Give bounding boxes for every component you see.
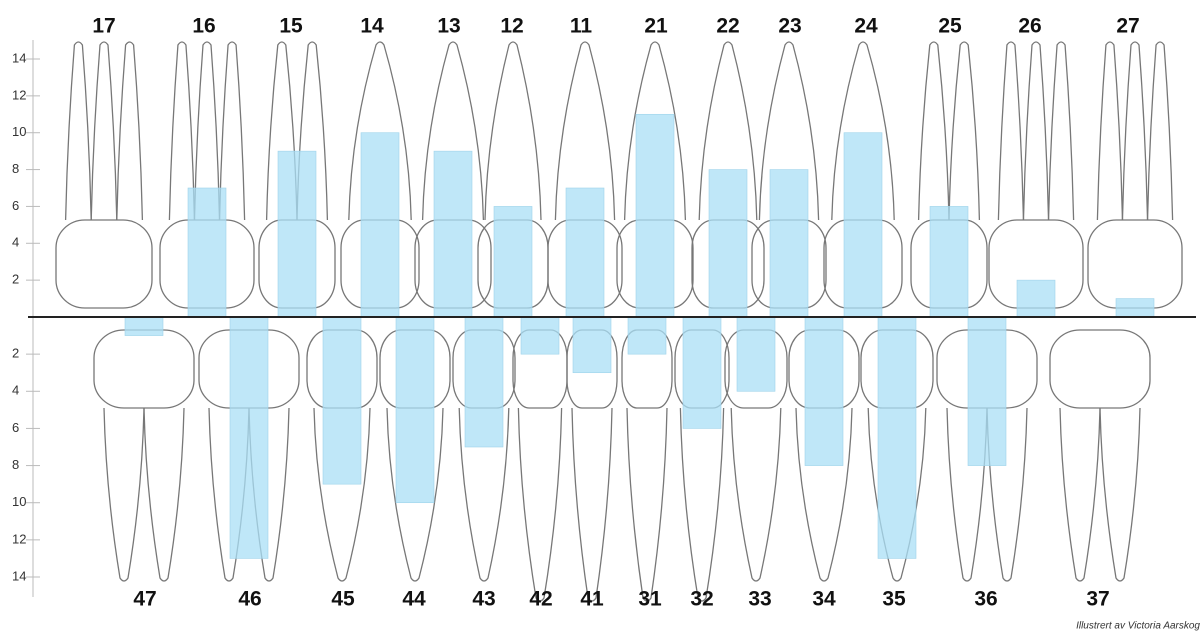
tooth-number: 16	[192, 15, 215, 38]
credit: Illustrert av Victoria Aarskog	[1076, 621, 1200, 632]
tooth-number: 25	[938, 15, 962, 38]
bar	[930, 206, 968, 317]
bar	[125, 317, 163, 336]
tooth-root	[104, 408, 144, 581]
tooth-root	[1097, 42, 1122, 220]
dental-chart: Illustrert av Victoria Aarskog 246810121…	[0, 0, 1204, 635]
tooth-number: 23	[778, 15, 801, 38]
y-tick-label: 6	[12, 420, 19, 435]
tooth-root	[731, 408, 781, 581]
tooth-root	[117, 42, 143, 220]
tooth-number: 22	[716, 15, 739, 38]
bar	[844, 133, 882, 317]
tooth-root	[949, 42, 979, 220]
tooth-root	[572, 408, 612, 601]
bar	[566, 188, 604, 317]
y-tick-label: 12	[12, 531, 26, 546]
tooth-number: 31	[638, 588, 662, 611]
bar	[278, 151, 316, 317]
bar	[188, 188, 226, 317]
y-tick-label: 10	[12, 494, 26, 509]
y-tick-label: 6	[12, 198, 19, 213]
y-tick-label: 2	[12, 272, 19, 287]
y-tick-label: 14	[12, 50, 26, 65]
tooth-number: 35	[882, 588, 906, 611]
y-tick-label: 4	[12, 235, 19, 250]
tooth-number: 32	[690, 588, 713, 611]
tooth-number: 24	[854, 15, 878, 38]
tooth-number: 11	[570, 15, 593, 38]
tooth-number: 42	[529, 588, 552, 611]
y-tick-label: 10	[12, 124, 26, 139]
tooth-crown	[94, 330, 194, 408]
tooth-number: 26	[1018, 15, 1041, 38]
tooth-root	[1100, 408, 1140, 581]
bar	[361, 133, 399, 317]
tooth-number: 46	[238, 588, 261, 611]
tooth-root	[1122, 42, 1147, 220]
y-tick-label: 14	[12, 568, 26, 583]
bar	[770, 170, 808, 317]
tooth-number: 12	[500, 15, 523, 38]
tooth-root	[518, 408, 561, 601]
tooth-number: 21	[644, 15, 668, 38]
tooth-root	[66, 42, 92, 220]
bar	[1017, 280, 1055, 317]
bar	[683, 317, 721, 428]
y-tick-label: 12	[12, 87, 26, 102]
tooth-number: 37	[1086, 588, 1109, 611]
tooth-number: 47	[133, 588, 156, 611]
tooth-crown	[1050, 330, 1150, 408]
tooth-outlines	[56, 42, 1182, 601]
tooth-number: 43	[472, 588, 495, 611]
y-tick-label: 8	[12, 161, 19, 176]
tooth-root	[144, 408, 184, 581]
tooth-number: 44	[402, 588, 426, 611]
tooth-number: 45	[331, 588, 355, 611]
bar	[434, 151, 472, 317]
bar	[968, 317, 1006, 466]
tooth-root	[91, 42, 117, 220]
bar	[628, 317, 666, 354]
tooth-root	[627, 408, 667, 601]
tooth-number: 17	[92, 15, 115, 38]
tooth-number: 27	[1116, 15, 1139, 38]
tooth-number: 15	[279, 15, 303, 38]
bar	[709, 170, 747, 317]
tooth-root	[680, 408, 723, 601]
tooth-root	[998, 42, 1023, 220]
bar	[465, 317, 503, 447]
bar	[737, 317, 775, 391]
bar	[805, 317, 843, 466]
tooth-crown	[56, 220, 152, 308]
bar	[396, 317, 434, 503]
tooth-root	[1049, 42, 1074, 220]
tooth-number: 13	[437, 15, 460, 38]
tooth-root	[1148, 42, 1173, 220]
tooth-number: 36	[974, 588, 997, 611]
bar	[323, 317, 361, 484]
tooth-number: 34	[812, 588, 836, 611]
tooth-root	[485, 42, 541, 220]
bar	[1116, 299, 1154, 317]
y-tick-label: 8	[12, 457, 19, 472]
tooth-root	[1060, 408, 1100, 581]
tooth-root	[1023, 42, 1048, 220]
y-tick-label: 2	[12, 346, 19, 361]
tooth-number: 33	[748, 588, 771, 611]
y-tick-label: 4	[12, 383, 19, 398]
tooth-number: 41	[580, 588, 604, 611]
bar	[573, 317, 611, 373]
bar	[636, 114, 674, 317]
tooth-crown	[1088, 220, 1182, 308]
bar	[521, 317, 559, 354]
tooth-number: 14	[360, 15, 384, 38]
bar	[230, 317, 268, 558]
bar	[878, 317, 916, 558]
bar	[494, 206, 532, 317]
tooth-root	[919, 42, 949, 220]
